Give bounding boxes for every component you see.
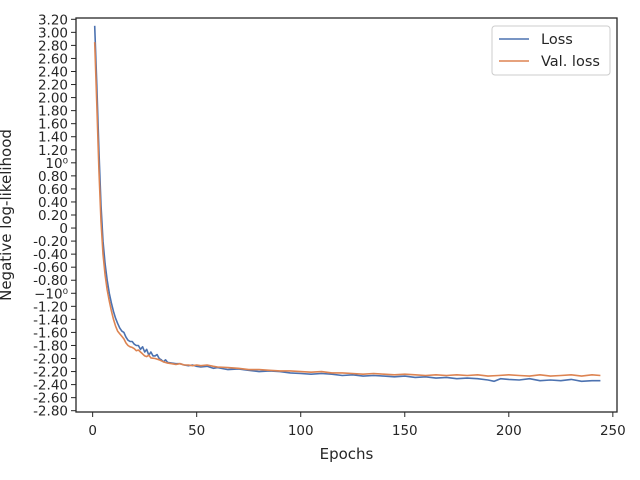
y-tick-label: −10⁰	[34, 286, 68, 302]
y-tick-label: -1.40	[33, 312, 68, 328]
y-tick-label: 1.80	[38, 104, 68, 120]
y-tick-label: -0.40	[33, 247, 68, 263]
x-tick-label: 100	[288, 423, 314, 439]
y-tick-label: 1.60	[38, 117, 68, 133]
y-tick-label: 0.60	[38, 182, 68, 198]
x-tick-label: 0	[88, 423, 97, 439]
y-tick-label: 10⁰	[45, 156, 68, 172]
series-line-loss	[93, 25, 601, 383]
y-tick-label: 1.20	[38, 143, 68, 159]
y-tick-label: 0.40	[38, 195, 68, 211]
x-tick-label: 250	[600, 423, 626, 439]
y-tick-label: 2.40	[38, 64, 68, 80]
x-tick-label: 200	[496, 423, 522, 439]
y-tick-label: 2.20	[38, 78, 68, 94]
y-tick-label: 0	[59, 221, 68, 237]
y-tick-label: -2.40	[33, 378, 68, 394]
y-tick-label: -2.20	[33, 365, 68, 381]
y-tick-label: 0.20	[38, 208, 68, 224]
x-axis-ticks: 0 50 100 150 200 250	[88, 412, 626, 439]
x-axis-label: Epochs	[320, 445, 374, 463]
x-tick-label: 150	[392, 423, 418, 439]
plot-frame	[75, 17, 618, 413]
y-tick-label: 3.00	[38, 25, 68, 41]
y-tick-label: -1.60	[33, 325, 68, 341]
legend: Loss Val. loss	[491, 25, 611, 76]
y-tick-label: -2.60	[33, 391, 68, 407]
legend-label-val-loss: Val. loss	[541, 54, 600, 70]
y-tick-label: -1.20	[33, 299, 68, 315]
y-tick-label: 2.60	[38, 51, 68, 67]
y-tick-label: -2.00	[33, 352, 68, 368]
series-line-val-loss	[93, 42, 601, 377]
y-tick-label: -1.80	[33, 338, 68, 354]
legend-label-loss: Loss	[541, 32, 573, 48]
y-tick-label: 2.00	[38, 91, 68, 107]
y-axis-label: Negative log-likelihood	[0, 129, 15, 301]
y-axis-ticks: 3.203.002.802.602.402.202.001.801.601.40…	[33, 12, 76, 420]
x-tick-label: 50	[188, 423, 205, 439]
y-tick-label: 1.40	[38, 130, 68, 146]
y-tick-label: 3.20	[38, 12, 68, 28]
y-tick-label: -0.60	[33, 260, 68, 276]
y-tick-label: 2.80	[38, 38, 68, 54]
y-tick-label: 0.80	[38, 169, 68, 185]
y-tick-label: -0.80	[33, 273, 68, 289]
series-layer	[93, 25, 601, 383]
y-tick-label: -0.20	[33, 234, 68, 250]
y-tick-label: -2.80	[33, 404, 68, 420]
